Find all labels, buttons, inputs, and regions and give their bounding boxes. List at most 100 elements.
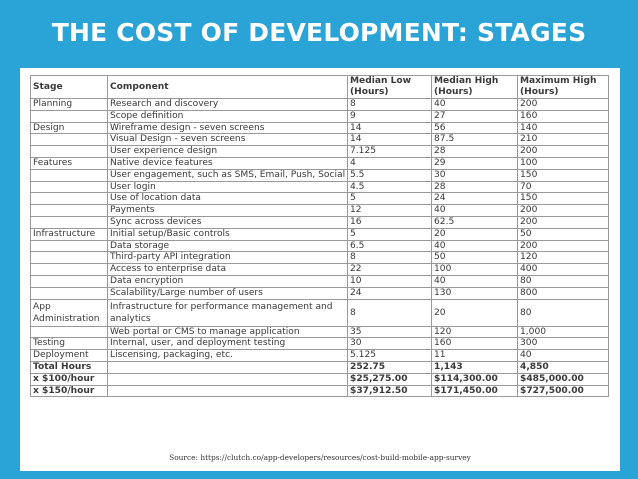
total-empty xyxy=(107,384,348,398)
cell-median-high: 29 xyxy=(431,156,518,170)
table-row: Design Wireframe design - seven screens 14… xyxy=(30,121,609,135)
table-row: Deployment Liscensing, packaging, etc. 5.1… xyxy=(30,349,609,362)
table-row: Infrastructure Initial setup/Basic contro… xyxy=(30,227,609,241)
table-panel: Stage Component Median Low (Hours) Media… xyxy=(20,68,620,471)
header-component: Component xyxy=(107,75,348,99)
cell-component: Liscensing, packaging, etc. xyxy=(107,349,348,362)
cell-median-low: 4.5 xyxy=(347,180,432,194)
table-row: Access to enterprise data 22 100 400 xyxy=(30,263,609,276)
cell-median-high: 28 xyxy=(431,180,518,194)
cell-component: Scope definition xyxy=(107,109,348,123)
total-median-high: $171,450.00 xyxy=(431,384,518,398)
cell-median-low: 8 xyxy=(347,298,432,327)
cell-median-high: 87.5 xyxy=(431,133,518,147)
table-row: Data encryption 10 40 80 xyxy=(30,274,609,288)
cell-component: Access to enterprise data xyxy=(107,263,348,276)
cell-component: Visual Design - seven screens xyxy=(107,133,348,147)
cell-maximum-high: 200 xyxy=(517,145,609,158)
total-median-high: $114,300.00 xyxy=(431,372,518,386)
cell-median-low: 12 xyxy=(347,204,432,217)
total-maximum-high: 4,850 xyxy=(517,360,609,374)
header-maximum-high: Maximum High (Hours) xyxy=(517,75,609,99)
cell-median-high: 40 xyxy=(431,98,518,111)
cell-component: Use of location data xyxy=(107,192,348,206)
cell-median-high: 40 xyxy=(431,274,518,288)
cell-stage xyxy=(30,239,108,253)
cell-component: Wireframe design - seven screens xyxy=(107,121,348,135)
cell-median-low: 9 xyxy=(347,109,432,123)
slide-title: THE COST OF DEVELOPMENT: STAGES xyxy=(51,18,587,47)
cell-maximum-high: 210 xyxy=(517,133,609,147)
cell-median-low: 5.125 xyxy=(347,349,432,362)
table-body: Planning Research and discovery 8 40 200 Scop… xyxy=(30,98,609,398)
cell-median-high: 120 xyxy=(431,325,518,339)
cell-maximum-high: 70 xyxy=(517,180,609,194)
cell-median-high: 100 xyxy=(431,263,518,276)
table-row: Data storage 6.5 40 200 xyxy=(30,239,609,253)
cell-median-low: 10 xyxy=(347,274,432,288)
cell-maximum-high: 160 xyxy=(517,109,609,123)
cell-stage xyxy=(30,192,108,206)
table-row: User experience design 7.125 28 200 xyxy=(30,145,609,158)
cell-median-high: 20 xyxy=(431,298,518,327)
cell-component: Infrastructure for performance managemen… xyxy=(107,298,348,327)
cell-component: Web portal or CMS to manage application xyxy=(107,325,348,339)
total-median-low: 252.75 xyxy=(347,360,432,374)
cell-stage xyxy=(30,109,108,123)
cell-stage: Infrastructure xyxy=(30,227,108,241)
total-median-low: $37,912.50 xyxy=(347,384,432,398)
cell-stage xyxy=(30,168,108,182)
total-empty xyxy=(107,360,348,374)
cell-median-low: 8 xyxy=(347,98,432,111)
cell-component: Initial setup/Basic controls xyxy=(107,227,348,241)
cell-median-high: 160 xyxy=(431,337,518,351)
cell-stage xyxy=(30,274,108,288)
total-maximum-high: $485,000.00 xyxy=(517,372,609,386)
cell-maximum-high: 150 xyxy=(517,192,609,206)
cell-maximum-high: 80 xyxy=(517,298,609,327)
total-row: x $100/hour $25,275.00 $114,300.00 $485,000… xyxy=(30,372,609,386)
table-row: User login 4.5 28 70 xyxy=(30,180,609,194)
cell-component: Native device features xyxy=(107,156,348,170)
cell-median-low: 22 xyxy=(347,263,432,276)
cell-median-high: 27 xyxy=(431,109,518,123)
cost-table: Stage Component Median Low (Hours) Media… xyxy=(30,75,609,398)
cell-component: Scalability/Large number of users xyxy=(107,286,348,300)
cell-maximum-high: 50 xyxy=(517,227,609,241)
cell-maximum-high: 100 xyxy=(517,156,609,170)
table-row: User engagement, such as SMS, Email, Pus… xyxy=(30,168,609,182)
cell-maximum-high: 40 xyxy=(517,349,609,362)
table-row: Sync across devices 16 62.5 200 xyxy=(30,215,609,229)
cell-component: Payments xyxy=(107,204,348,217)
table-header-row: Stage Component Median Low (Hours) Media… xyxy=(30,75,609,99)
cell-stage xyxy=(30,145,108,158)
cell-component: Data encryption xyxy=(107,274,348,288)
cell-stage xyxy=(30,180,108,194)
cell-stage xyxy=(30,215,108,229)
table-row: Payments 12 40 200 xyxy=(30,204,609,217)
total-row: x $150/hour $37,912.50 $171,450.00 $727,500… xyxy=(30,384,609,398)
cell-median-high: 11 xyxy=(431,349,518,362)
cell-median-high: 40 xyxy=(431,204,518,217)
cell-median-low: 35 xyxy=(347,325,432,339)
total-empty xyxy=(107,372,348,386)
cell-component: Sync across devices xyxy=(107,215,348,229)
cell-median-low: 7.125 xyxy=(347,145,432,158)
cell-maximum-high: 300 xyxy=(517,337,609,351)
total-label: Total Hours xyxy=(30,360,108,374)
cell-stage xyxy=(30,325,108,339)
table-row: Scope definition 9 27 160 xyxy=(30,109,609,123)
total-label: x $100/hour xyxy=(30,372,108,386)
cell-median-high: 130 xyxy=(431,286,518,300)
cell-maximum-high: 80 xyxy=(517,274,609,288)
cell-median-low: 5.5 xyxy=(347,168,432,182)
cell-maximum-high: 140 xyxy=(517,121,609,135)
header-stage: Stage xyxy=(30,75,108,99)
total-row: Total Hours 252.75 1,143 4,850 xyxy=(30,360,609,374)
cell-component: Data storage xyxy=(107,239,348,253)
table-row: Testing Internal, user, and deployment te… xyxy=(30,337,609,351)
cell-maximum-high: 120 xyxy=(517,251,609,265)
cell-median-low: 14 xyxy=(347,133,432,147)
cell-median-low: 5 xyxy=(347,192,432,206)
cell-median-high: 40 xyxy=(431,239,518,253)
